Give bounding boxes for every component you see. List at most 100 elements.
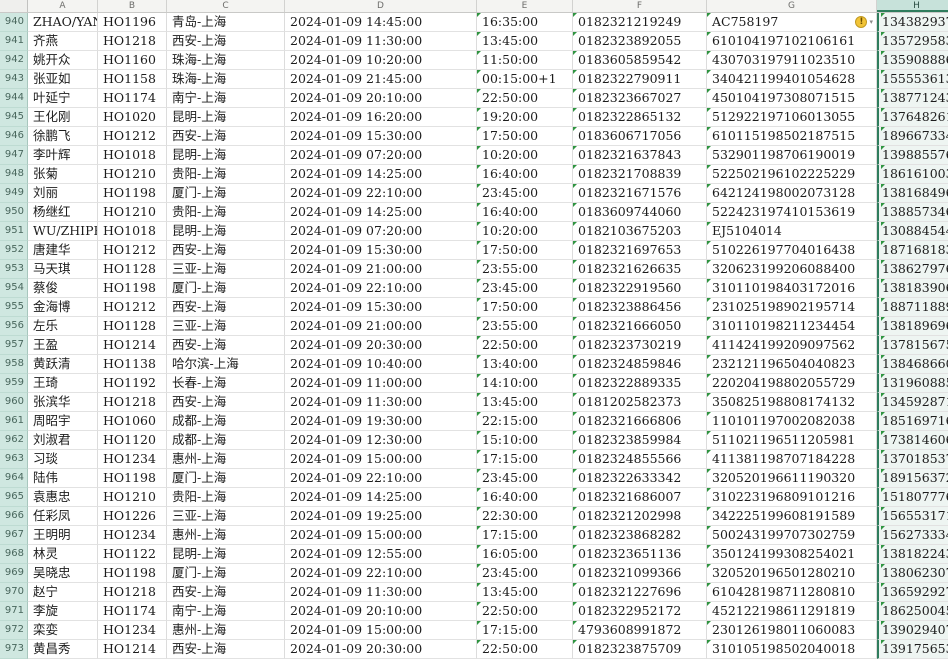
cell-A943[interactable]: 张亚如 <box>28 70 98 89</box>
cell-B954[interactable]: HO1198 <box>98 279 167 298</box>
cell-D967[interactable]: 2024-01-09 15:00:00 <box>285 526 477 545</box>
cell-C943[interactable]: 珠海-上海 <box>167 70 285 89</box>
cell-H948[interactable]: 186161003 <box>877 165 948 184</box>
error-checking-button[interactable]: ! ▾ <box>855 16 873 28</box>
cell-C946[interactable]: 西安-上海 <box>167 127 285 146</box>
cell-F959[interactable]: 0182322889335 <box>573 374 707 393</box>
cell-H956[interactable]: 138189696 <box>877 317 948 336</box>
cell-C967[interactable]: 惠州-上海 <box>167 526 285 545</box>
cell-B959[interactable]: HO1192 <box>98 374 167 393</box>
row-header-941[interactable]: 941 <box>0 32 28 51</box>
cell-E968[interactable]: 16:05:00 <box>477 545 573 564</box>
cell-H962[interactable]: 173814606 <box>877 431 948 450</box>
cell-C963[interactable]: 惠州-上海 <box>167 450 285 469</box>
cell-C958[interactable]: 哈尔滨-上海 <box>167 355 285 374</box>
cell-B953[interactable]: HO1128 <box>98 260 167 279</box>
row-header-955[interactable]: 955 <box>0 298 28 317</box>
cell-C965[interactable]: 贵阳-上海 <box>167 488 285 507</box>
cell-H959[interactable]: 131960885 <box>877 374 948 393</box>
cell-E972[interactable]: 17:15:00 <box>477 621 573 640</box>
row-header-956[interactable]: 956 <box>0 317 28 336</box>
cell-G970[interactable]: 610428198711280810 <box>707 583 877 602</box>
cell-C952[interactable]: 西安-上海 <box>167 241 285 260</box>
cell-B970[interactable]: HO1218 <box>98 583 167 602</box>
cell-E948[interactable]: 16:40:00 <box>477 165 573 184</box>
column-header-G[interactable]: G <box>707 0 877 12</box>
select-all-corner[interactable] <box>0 0 28 12</box>
cell-C968[interactable]: 昆明-上海 <box>167 545 285 564</box>
cell-C960[interactable]: 西安-上海 <box>167 393 285 412</box>
cell-A957[interactable]: 王盈 <box>28 336 98 355</box>
cell-C966[interactable]: 三亚-上海 <box>167 507 285 526</box>
cell-G958[interactable]: 232121196504040823 <box>707 355 877 374</box>
cell-F958[interactable]: 0182324859846 <box>573 355 707 374</box>
cell-B971[interactable]: HO1174 <box>98 602 167 621</box>
row-header-972[interactable]: 972 <box>0 621 28 640</box>
cell-H946[interactable]: 189667334 <box>877 127 948 146</box>
row-header-959[interactable]: 959 <box>0 374 28 393</box>
cell-B952[interactable]: HO1212 <box>98 241 167 260</box>
cell-D942[interactable]: 2024-01-09 10:20:00 <box>285 51 477 70</box>
row-header-945[interactable]: 945 <box>0 108 28 127</box>
cell-E944[interactable]: 22:50:00 <box>477 89 573 108</box>
cell-H941[interactable]: 135729583 <box>877 32 948 51</box>
cell-G968[interactable]: 350124199308254021 <box>707 545 877 564</box>
cell-F965[interactable]: 0182321686007 <box>573 488 707 507</box>
cell-F961[interactable]: 0182321666806 <box>573 412 707 431</box>
cell-D964[interactable]: 2024-01-09 22:10:00 <box>285 469 477 488</box>
cell-H970[interactable]: 136592927 <box>877 583 948 602</box>
column-header-C[interactable]: C <box>167 0 285 12</box>
row-header-952[interactable]: 952 <box>0 241 28 260</box>
cell-C971[interactable]: 南宁-上海 <box>167 602 285 621</box>
cell-H953[interactable]: 138627976 <box>877 260 948 279</box>
cell-D971[interactable]: 2024-01-09 20:10:00 <box>285 602 477 621</box>
cell-C973[interactable]: 西安-上海 <box>167 640 285 659</box>
cell-G969[interactable]: 320520196501280210 <box>707 564 877 583</box>
cell-E950[interactable]: 16:40:00 <box>477 203 573 222</box>
cell-G950[interactable]: 522423197410153619 <box>707 203 877 222</box>
row-header-964[interactable]: 964 <box>0 469 28 488</box>
cell-H971[interactable]: 186250045 <box>877 602 948 621</box>
cell-G965[interactable]: 310223196809101216 <box>707 488 877 507</box>
cell-A947[interactable]: 李叶辉 <box>28 146 98 165</box>
cell-C942[interactable]: 珠海-上海 <box>167 51 285 70</box>
cell-G973[interactable]: 310105198502040018 <box>707 640 877 659</box>
cell-D950[interactable]: 2024-01-09 14:25:00 <box>285 203 477 222</box>
row-header-968[interactable]: 968 <box>0 545 28 564</box>
cell-B957[interactable]: HO1214 <box>98 336 167 355</box>
cell-H942[interactable]: 135908886 <box>877 51 948 70</box>
cell-D948[interactable]: 2024-01-09 14:25:00 <box>285 165 477 184</box>
cell-B941[interactable]: HO1218 <box>98 32 167 51</box>
cell-D969[interactable]: 2024-01-09 22:10:00 <box>285 564 477 583</box>
cell-C962[interactable]: 成都-上海 <box>167 431 285 450</box>
row-header-944[interactable]: 944 <box>0 89 28 108</box>
cell-D957[interactable]: 2024-01-09 20:30:00 <box>285 336 477 355</box>
cell-A973[interactable]: 黄昌秀 <box>28 640 98 659</box>
cell-F945[interactable]: 0182322865132 <box>573 108 707 127</box>
cell-H955[interactable]: 188711889 <box>877 298 948 317</box>
cell-B963[interactable]: HO1234 <box>98 450 167 469</box>
row-header-948[interactable]: 948 <box>0 165 28 184</box>
cell-G961[interactable]: 110101197002082038 <box>707 412 877 431</box>
cell-A959[interactable]: 王琦 <box>28 374 98 393</box>
column-header-D[interactable]: D <box>285 0 477 12</box>
cell-F964[interactable]: 0182322633342 <box>573 469 707 488</box>
cell-D940[interactable]: 2024-01-09 14:45:00 <box>285 13 477 32</box>
cell-E957[interactable]: 22:50:00 <box>477 336 573 355</box>
cell-F947[interactable]: 0182321637843 <box>573 146 707 165</box>
row-header-953[interactable]: 953 <box>0 260 28 279</box>
cell-B965[interactable]: HO1210 <box>98 488 167 507</box>
cell-B969[interactable]: HO1198 <box>98 564 167 583</box>
cell-B967[interactable]: HO1234 <box>98 526 167 545</box>
cell-E973[interactable]: 22:50:00 <box>477 640 573 659</box>
cell-E966[interactable]: 22:30:00 <box>477 507 573 526</box>
cell-H961[interactable]: 185169716 <box>877 412 948 431</box>
cell-G962[interactable]: 511021196511205981 <box>707 431 877 450</box>
cell-A956[interactable]: 左乐 <box>28 317 98 336</box>
cell-H958[interactable]: 138468660 <box>877 355 948 374</box>
cell-E951[interactable]: 10:20:00 <box>477 222 573 241</box>
cell-F954[interactable]: 0182322919560 <box>573 279 707 298</box>
cell-B973[interactable]: HO1214 <box>98 640 167 659</box>
cell-A942[interactable]: 姚开众 <box>28 51 98 70</box>
cell-F940[interactable]: 0182321219249 <box>573 13 707 32</box>
